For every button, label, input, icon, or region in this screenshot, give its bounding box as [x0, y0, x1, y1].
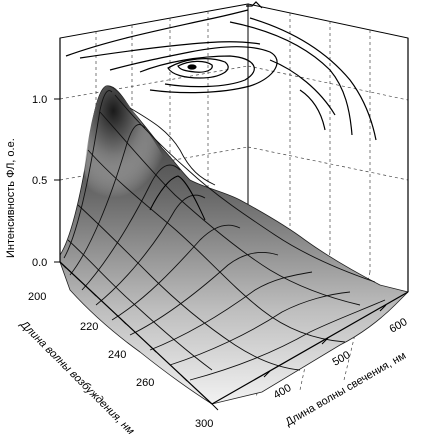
z-tick-2: 1.0	[32, 94, 47, 106]
emission-tick-2: 600	[388, 316, 410, 336]
emission-axis-ticks	[263, 304, 387, 378]
axes-frame	[59, 38, 409, 405]
emission-tick-1: 500	[331, 349, 353, 369]
surface	[59, 85, 409, 405]
excitation-tick-1: 220	[80, 321, 98, 333]
z-axis-title: Интенсивность ФЛ, о.е.	[5, 138, 17, 258]
excitation-tick-4: 300	[195, 418, 213, 430]
contour-projection	[65, 1, 377, 141]
z-axis-ticks	[54, 98, 60, 263]
excitation-tick-0: 200	[28, 291, 46, 303]
z-tick-0: 0.0	[32, 257, 47, 269]
z-tick-1: 0.5	[32, 175, 47, 187]
excitation-tick-2: 240	[108, 349, 126, 361]
secondary-ridge	[149, 175, 206, 221]
excitation-axis-ticks	[59, 261, 219, 411]
emission-tick-0: 400	[272, 382, 294, 402]
excitation-tick-3: 260	[136, 377, 154, 389]
